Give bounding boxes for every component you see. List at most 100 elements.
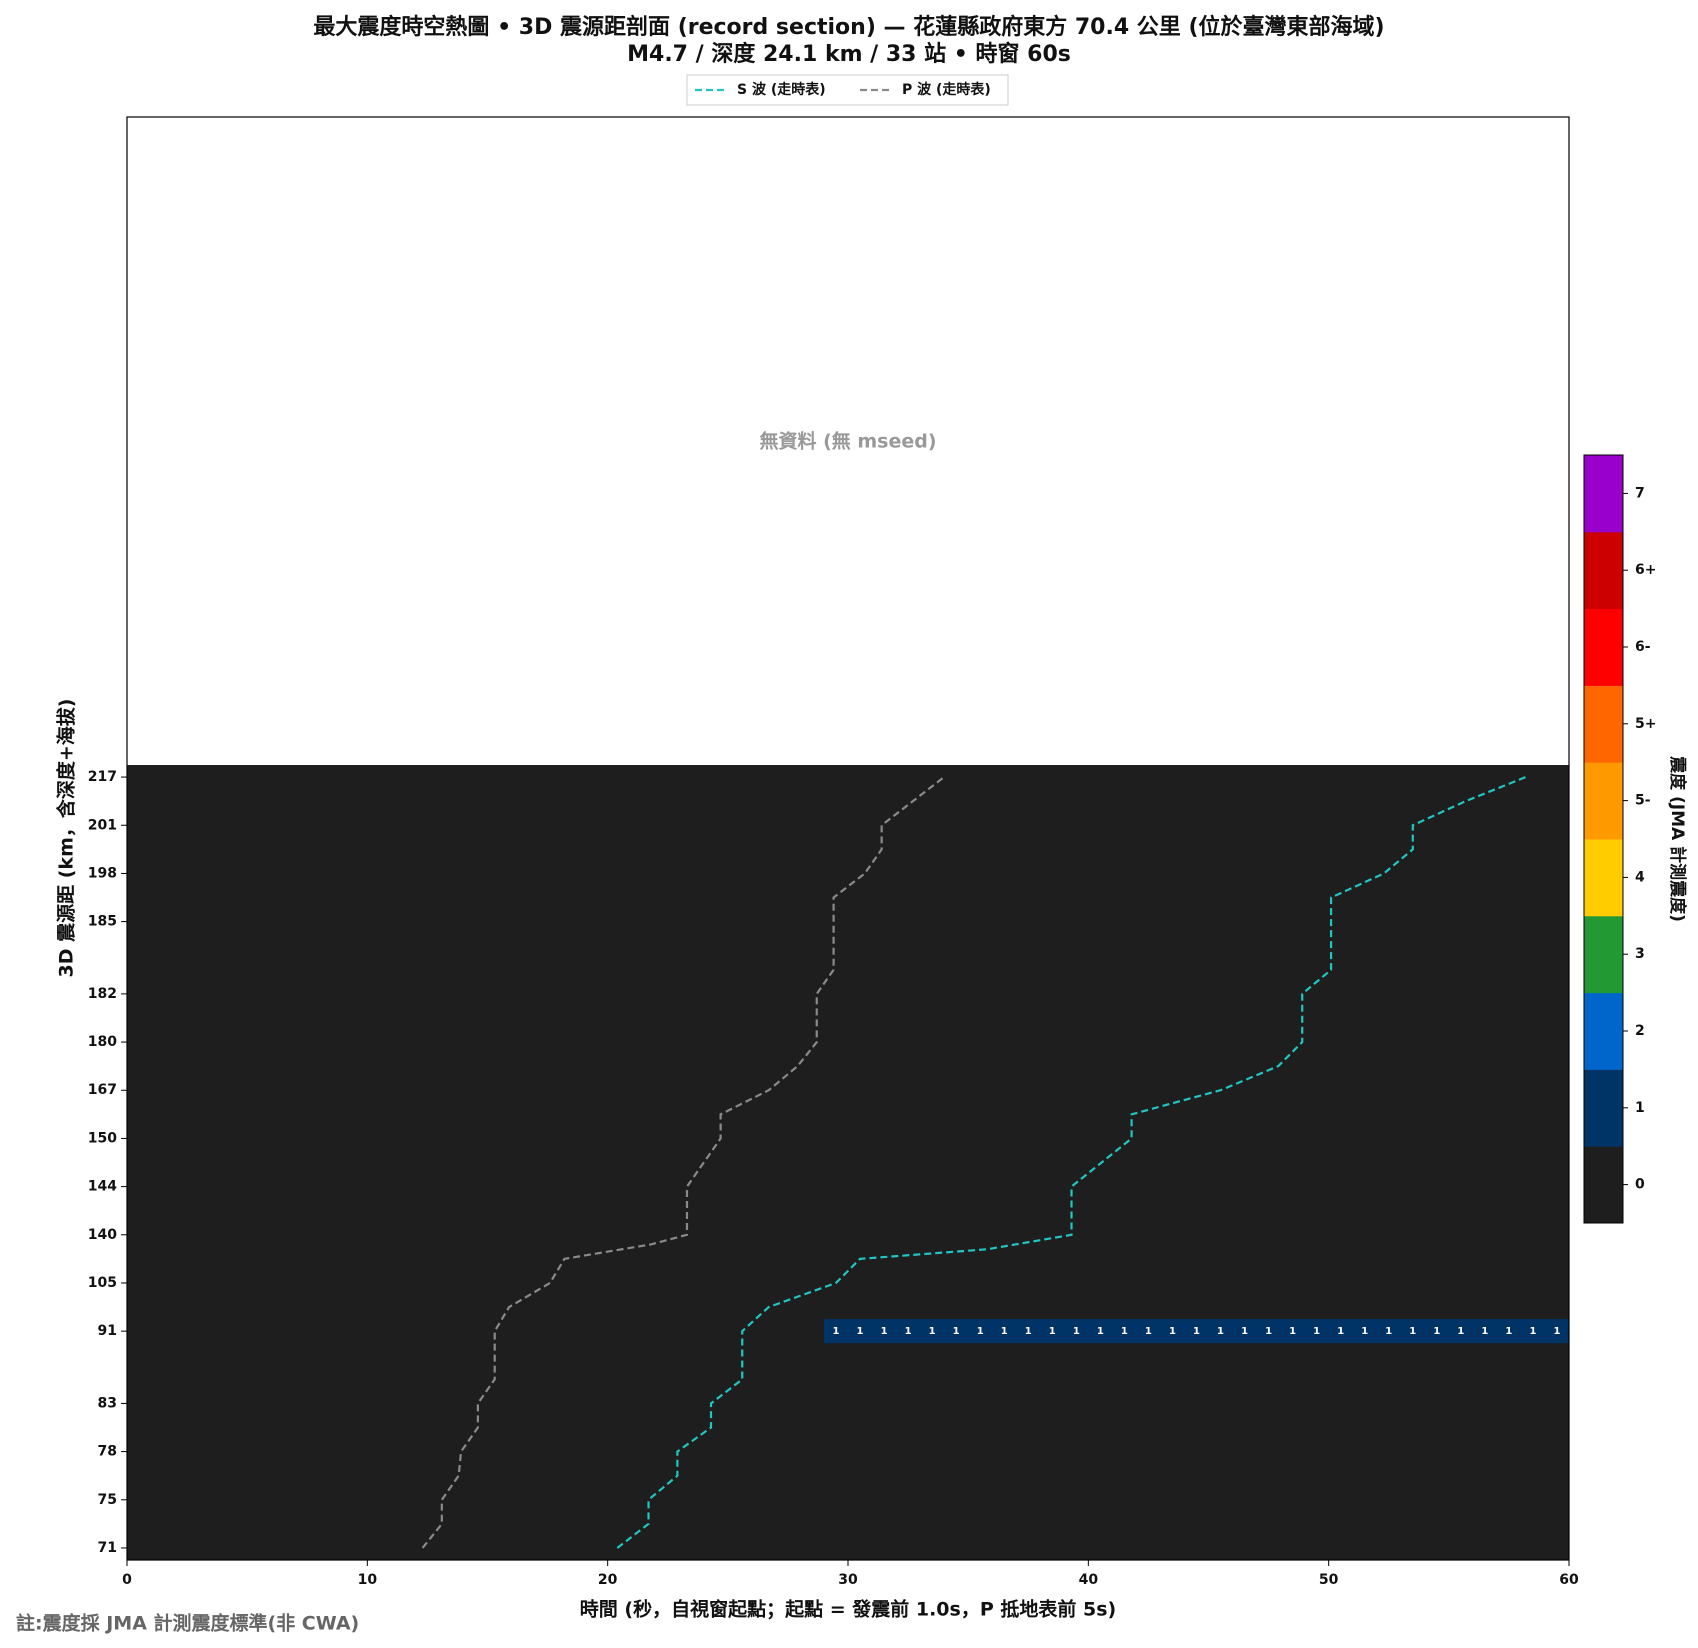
x-tick-label: 60 (1559, 1572, 1579, 1588)
heatmap-cell (1520, 1319, 1546, 1344)
heatmap-cell (872, 1319, 897, 1344)
heatmap-cell (823, 1319, 849, 1344)
cell-label: 1 (1529, 1326, 1536, 1337)
colorbar-tick-label: 2 (1635, 1023, 1645, 1039)
y-tick-label: 201 (88, 817, 117, 833)
x-tick-label: 30 (838, 1572, 858, 1588)
cell-label: 1 (1193, 1326, 1200, 1337)
cell-label: 1 (1361, 1326, 1368, 1337)
y-tick-label: 180 (88, 1034, 117, 1050)
y-tick-label: 144 (88, 1179, 117, 1195)
heatmap-cell (920, 1319, 945, 1344)
x-tick-label: 20 (598, 1572, 618, 1588)
y-tick-label: 75 (98, 1492, 117, 1508)
colorbar-tick-label: 6- (1635, 639, 1651, 655)
colorbar-segment (1584, 762, 1623, 840)
heatmap-cell (1496, 1319, 1522, 1344)
heatmap-cell (1304, 1319, 1330, 1344)
cell-label: 1 (1145, 1326, 1152, 1337)
colorbar-segment (1584, 1146, 1623, 1224)
colorbar-tick-label: 5+ (1635, 716, 1656, 732)
colorbar-segment (1584, 455, 1623, 533)
y-tick-label: 71 (98, 1540, 117, 1556)
footnote: 註:震度採 JMA 計測震度標準(非 CWA) (16, 1612, 359, 1635)
y-axis-label: 3D 震源距 (km，含深度+海拔) (55, 699, 78, 978)
cell-label: 1 (953, 1326, 960, 1337)
cell-label: 1 (1289, 1326, 1296, 1337)
cell-label: 1 (1313, 1326, 1320, 1337)
cell-label: 1 (1049, 1326, 1056, 1337)
y-tick-label: 167 (88, 1082, 117, 1098)
cell-label: 1 (1457, 1326, 1464, 1337)
cell-label: 1 (1265, 1326, 1272, 1337)
cell-label: 1 (1553, 1326, 1560, 1337)
cell-label: 1 (977, 1326, 984, 1337)
colorbar-tick-label: 0 (1635, 1177, 1645, 1193)
cell-label: 1 (1097, 1326, 1104, 1337)
heatmap-cell (1352, 1319, 1378, 1344)
x-axis-label: 時間 (秒，自視窗起點；起點 = 發震前 1.0s，P 抵地表前 5s) (580, 1598, 1116, 1621)
cell-label: 1 (1025, 1326, 1032, 1337)
cell-label: 1 (1481, 1326, 1488, 1337)
y-tick-label: 198 (88, 865, 117, 881)
colorbar-tick-label: 4 (1635, 869, 1645, 885)
y-tick-label: 140 (88, 1227, 117, 1243)
colorbar-segment (1584, 608, 1623, 686)
cell-label: 1 (905, 1326, 912, 1337)
colorbar-segment (1584, 915, 1623, 994)
annotation: 無資料 (無 mseed) (759, 430, 936, 453)
heatmap-cell (944, 1319, 969, 1344)
cell-label: 1 (1409, 1326, 1416, 1337)
heatmap-cell (1256, 1319, 1282, 1344)
y-tick-label: 91 (98, 1323, 117, 1339)
heatmap-cell (1088, 1319, 1113, 1344)
heatmap-cell (1040, 1319, 1065, 1344)
cell-label: 1 (929, 1326, 936, 1337)
colorbar-segment (1584, 992, 1623, 1070)
chart-subtitle: M4.7 / 深度 24.1 km / 33 站 • 時窗 60s (627, 41, 1071, 67)
y-tick-label: 78 (98, 1444, 117, 1460)
cell-label: 1 (1121, 1326, 1128, 1337)
y-tick-label: 105 (88, 1275, 117, 1291)
heatmap-cell (1136, 1319, 1161, 1344)
travel-time-line (421, 776, 945, 1549)
heatmap-cell (848, 1319, 873, 1344)
cell-label: 1 (1217, 1326, 1224, 1337)
travel-time-line (616, 776, 1527, 1549)
y-tick-label: 83 (98, 1395, 117, 1411)
cell-label: 1 (832, 1326, 839, 1337)
y-tick-label: 150 (88, 1130, 117, 1146)
cell-label: 1 (1337, 1326, 1344, 1337)
colorbar-segment (1584, 839, 1623, 917)
heatmap-cell (896, 1319, 921, 1344)
cell-label: 1 (881, 1326, 888, 1337)
y-tick-label: 185 (88, 914, 117, 930)
heatmap-cell (1112, 1319, 1137, 1344)
heatmap-cell (1448, 1319, 1474, 1344)
x-tick-label: 10 (358, 1572, 378, 1588)
y-tick-label: 217 (88, 769, 117, 785)
colorbar-tick-label: 1 (1635, 1100, 1645, 1116)
colorbar-segment (1584, 531, 1623, 610)
legend-label: S 波 (走時表) (737, 81, 826, 98)
cell-label: 1 (857, 1326, 864, 1337)
colorbar-tick-label: 3 (1635, 946, 1645, 962)
colorbar-tick-label: 6+ (1635, 562, 1656, 578)
legend-label: P 波 (走時表) (902, 81, 991, 98)
heatmap-cell (968, 1319, 993, 1344)
heatmap-cell (1544, 1319, 1570, 1344)
heatmap-cell (1208, 1319, 1234, 1344)
heatmap-cell (1400, 1319, 1426, 1344)
heatmap-cell (1232, 1319, 1258, 1344)
heatmap-cell (1016, 1319, 1041, 1344)
colorbar-tick-label: 5- (1635, 793, 1651, 809)
colorbar-tick-label: 7 (1635, 485, 1645, 501)
cell-label: 1 (1169, 1326, 1176, 1337)
y-tick-label: 182 (88, 986, 117, 1002)
x-tick-label: 50 (1319, 1572, 1339, 1588)
chart-title: 最大震度時空熱圖 • 3D 震源距剖面 (record section) — 花… (313, 14, 1384, 40)
cell-label: 1 (1433, 1326, 1440, 1337)
data-background (127, 765, 1569, 1560)
x-tick-label: 40 (1079, 1572, 1099, 1588)
